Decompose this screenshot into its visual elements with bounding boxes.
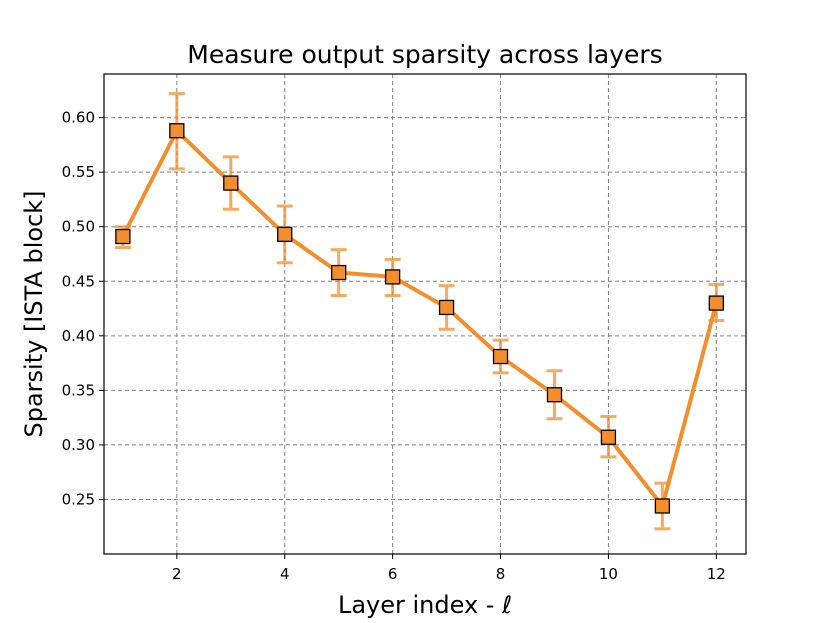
y-tick-label: 0.25 [62,490,95,508]
x-tick-label: 8 [496,565,506,583]
x-tick-label: 6 [388,565,398,583]
x-tick-label: 4 [280,565,290,583]
data-point-marker [169,123,185,139]
data-point-marker [708,295,724,311]
y-tick-label: 0.60 [62,109,95,127]
data-point-marker [277,226,293,243]
y-axis-label: Sparsity [ISTA block] [20,190,48,437]
y-tick-label: 0.35 [62,381,95,399]
grid [104,74,746,554]
data-point-marker [492,348,509,365]
y-axis-ticks: 0.25 0.30 0.35 0.40 0.45 0.50 0.55 0.60 [62,109,104,508]
x-axis-ticks: 2 4 6 8 10 12 [172,554,726,583]
data-point-marker [546,387,563,403]
data-point-marker [600,429,617,445]
x-tick-label: 12 [707,565,726,583]
data-point-marker [384,269,401,285]
y-tick-label: 0.55 [62,163,95,181]
y-tick-label: 0.30 [62,436,95,454]
series-group [114,92,725,531]
plot-frame [103,73,747,555]
series-line [120,128,719,508]
y-tick-label: 0.40 [62,327,95,345]
data-point-marker [654,498,671,514]
data-point-marker [438,299,455,316]
x-tick-label: 2 [172,565,182,583]
data-point-marker [115,228,131,245]
x-axis-label: Layer index - ℓ [338,591,512,619]
y-tick-label: 0.50 [62,218,95,236]
data-point-marker [331,264,347,281]
x-tick-label: 10 [599,565,618,583]
data-point-marker [223,175,239,191]
chart-title: Measure output sparsity across layers [187,40,662,69]
y-tick-label: 0.45 [62,272,95,290]
